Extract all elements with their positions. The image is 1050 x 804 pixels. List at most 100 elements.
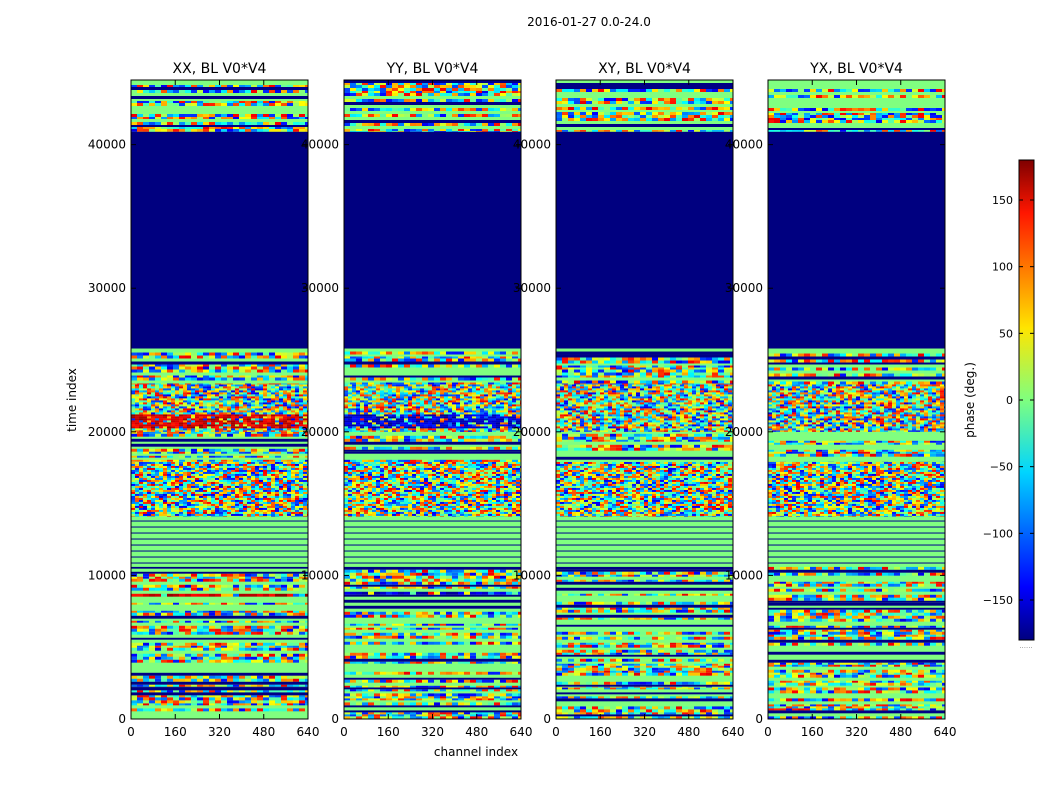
- heatmap-cell: [380, 712, 386, 714]
- heatmap-cell: [233, 434, 239, 437]
- heatmap-cell: [195, 514, 199, 516]
- heatmap-cell: [151, 398, 155, 400]
- heatmap-cell: [275, 412, 279, 414]
- heatmap-cell: [131, 603, 137, 605]
- heatmap-cell: [255, 492, 259, 494]
- heatmap-cell: [303, 476, 307, 478]
- heatmap-cell: [251, 402, 255, 404]
- heatmap-cell: [155, 496, 159, 498]
- heatmap-cell: [464, 592, 470, 595]
- heatmap-cell: [275, 478, 279, 480]
- heatmap-cell: [243, 430, 247, 431]
- heatmap-cell: [187, 414, 191, 416]
- heatmap-segment-mix: [131, 432, 308, 462]
- heatmap-cell: [356, 592, 362, 595]
- heatmap-cell: [291, 488, 295, 490]
- heatmap-cell: [470, 642, 476, 645]
- heatmap-cell: [344, 683, 521, 686]
- heatmap-cell: [207, 504, 211, 506]
- heatmap-cell: [263, 494, 267, 496]
- heatmap-cell: [155, 577, 161, 579]
- heatmap-cell: [131, 577, 137, 579]
- heatmap-cell: [287, 129, 293, 132]
- heatmap-cell: [155, 476, 159, 478]
- heatmap-cell: [139, 506, 143, 508]
- heatmap-cell: [239, 390, 243, 392]
- heatmap-cell: [191, 449, 197, 452]
- heatmap-cell: [159, 402, 163, 404]
- heatmap-cell: [247, 470, 251, 472]
- heatmap-cell: [476, 582, 482, 585]
- heatmap-cell: [199, 420, 203, 422]
- heatmap-cell: [291, 516, 295, 517]
- heatmap-cell: [227, 449, 233, 452]
- heatmap-cell: [203, 370, 209, 373]
- heatmap-cell: [484, 466, 488, 468]
- heatmap-cell: [195, 392, 199, 394]
- heatmap-cell: [239, 456, 245, 458]
- heatmap-cell: [203, 496, 207, 498]
- heatmap-cell: [299, 660, 305, 663]
- heatmap-cell: [183, 478, 187, 480]
- heatmap-cell: [247, 478, 251, 480]
- heatmap-cell: [374, 573, 380, 576]
- heatmap-cell: [155, 394, 159, 396]
- heatmap-cell: [223, 496, 227, 498]
- heatmap-cell: [275, 492, 279, 494]
- heatmap-segment-noise: [344, 462, 521, 517]
- heatmap-cell: [259, 410, 263, 412]
- heatmap-cell: [173, 434, 179, 437]
- heatmap-cell: [155, 418, 159, 420]
- heatmap-cell: [163, 404, 167, 406]
- heatmap-cell: [299, 388, 303, 390]
- heatmap-cell: [410, 662, 416, 664]
- heatmap-cell: [344, 705, 521, 707]
- heatmap-cell: [171, 410, 175, 412]
- heatmap-cell: [263, 432, 269, 434]
- heatmap-cell: [247, 402, 251, 404]
- heatmap-cell: [231, 414, 235, 416]
- heatmap-cell: [512, 628, 518, 630]
- heatmap-cell: [281, 685, 287, 687]
- heatmap-cell: [470, 712, 476, 714]
- heatmap-cell: [368, 656, 374, 659]
- heatmap-cell: [428, 642, 434, 645]
- heatmap-cell: [137, 129, 143, 132]
- heatmap-cell: [199, 428, 203, 430]
- heatmap-cell: [219, 424, 223, 426]
- heatmap-cell: [135, 412, 139, 414]
- heatmap-cell: [227, 708, 233, 711]
- heatmap-cell: [482, 570, 488, 573]
- heatmap-cell: [131, 638, 308, 640]
- heatmap-cell: [135, 402, 139, 404]
- heatmap-cell: [215, 621, 221, 623]
- heatmap-cell: [267, 398, 271, 400]
- panel-title: YY, BL V0*V4: [386, 61, 479, 77]
- heatmap-cell: [440, 698, 446, 700]
- heatmap-cell: [299, 700, 305, 703]
- heatmap-cell: [137, 378, 143, 381]
- heatmap-cell: [255, 428, 259, 430]
- heatmap-cell: [131, 651, 308, 654]
- heatmap-cell: [233, 122, 239, 125]
- heatmap-cell: [163, 478, 167, 480]
- heatmap-cell: [348, 462, 352, 464]
- heatmap-cell: [209, 103, 215, 106]
- heatmap-cell: [131, 454, 308, 456]
- heatmap-cell: [191, 422, 195, 424]
- heatmap-cell: [464, 612, 470, 615]
- heatmap-cell: [159, 406, 163, 408]
- heatmap-cell: [221, 632, 227, 635]
- heatmap-cell: [197, 660, 203, 663]
- heatmap-cell: [203, 396, 207, 398]
- heatmap-cell: [263, 626, 269, 629]
- heatmap-cell: [175, 482, 179, 484]
- heatmap-cell: [291, 416, 295, 418]
- heatmap-cell: [283, 508, 287, 510]
- heatmap-cell: [137, 577, 143, 579]
- heatmap-cell: [287, 510, 291, 512]
- heatmap-cell: [243, 412, 247, 414]
- heatmap-cell: [281, 648, 287, 651]
- heatmap-cell: [506, 689, 512, 691]
- heatmap-cell: [283, 516, 287, 517]
